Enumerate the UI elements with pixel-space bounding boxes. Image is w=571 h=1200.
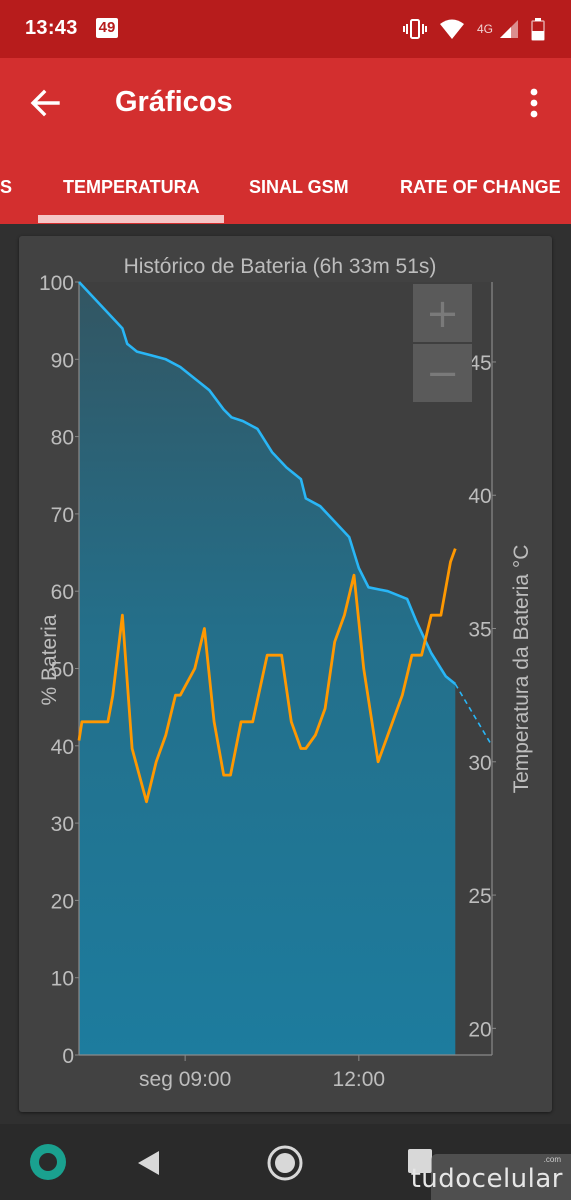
- chart-card: 0 10 20 30 40 50 60 70 80 90 100 20 25 30 35 40 45 seg 09…: [19, 236, 552, 1112]
- y-tick-right-label: 20: [468, 1018, 491, 1041]
- y-tick-right-label: 25: [468, 885, 491, 908]
- app-bar: Gráficos: [0, 58, 571, 150]
- y-tick-right-label: 35: [468, 619, 491, 642]
- y-tick-right-label: 40: [468, 485, 491, 508]
- vibrate-icon: [402, 19, 427, 39]
- battery-history-chart[interactable]: 0 10 20 30 40 50 60 70 80 90 100 20 25 30 35 40 45 seg 09…: [19, 236, 552, 1112]
- y-tick-left-label: 80: [51, 427, 74, 450]
- overflow-menu-icon[interactable]: [519, 86, 549, 122]
- tab-bar: S TEMPERATURA SINAL GSM RATE OF CHANGE: [0, 150, 571, 224]
- network-type: 4G: [476, 22, 493, 36]
- battery-icon: [531, 18, 545, 41]
- watermark: .com tudocelular: [411, 1154, 571, 1200]
- zoom-out-button[interactable]: −: [413, 344, 472, 402]
- y-tick-left-label: 70: [51, 504, 74, 527]
- x-tick-label: seg 09:00: [139, 1068, 231, 1091]
- selected-tab-indicator: [38, 215, 224, 223]
- cell-signal-icon: [500, 20, 518, 38]
- tab-temperatura[interactable]: TEMPERATURA: [63, 177, 200, 197]
- chart-title: Histórico de Bateria (6h 33m 51s): [124, 255, 437, 278]
- y-tick-left-label: 100: [39, 272, 74, 295]
- zoom-in-label: +: [426, 291, 460, 337]
- y-tick-left-label: 0: [62, 1045, 74, 1068]
- watermark-logo: tudocelular: [410, 1164, 563, 1194]
- y-tick-left-label: 40: [51, 736, 74, 759]
- tab-rate-of-change[interactable]: RATE OF CHANGE: [400, 177, 561, 197]
- recents-icon[interactable]: [407, 1148, 433, 1174]
- status-time: 13:43: [25, 17, 78, 39]
- status-icons: 4G: [402, 16, 545, 42]
- back-icon[interactable]: [134, 1148, 164, 1178]
- y-axis-right-label: Temperatura da Bateria °C: [510, 545, 533, 794]
- temperature-line: [77, 548, 457, 804]
- y-tick-left-label: 10: [51, 968, 74, 991]
- zoom-in-button[interactable]: +: [413, 284, 472, 342]
- tab-partial[interactable]: S: [0, 177, 13, 197]
- watermark-suffix: .com: [543, 1155, 561, 1164]
- assistant-dot-icon[interactable]: [28, 1142, 68, 1182]
- back-arrow-icon[interactable]: [28, 86, 62, 120]
- y-tick-left-label: 50: [51, 659, 74, 682]
- y-tick-left-label: 90: [51, 349, 74, 372]
- navigation-bar: .com tudocelular: [0, 1124, 571, 1200]
- x-tick-label: 12:00: [333, 1068, 386, 1091]
- y-tick-left-label: 60: [51, 581, 74, 604]
- home-icon[interactable]: [266, 1144, 304, 1182]
- wifi-icon: [439, 19, 464, 39]
- notification-badge: 49: [96, 18, 118, 38]
- battery-projection-line: [454, 683, 493, 747]
- tab-sinal-gsm[interactable]: SINAL GSM: [249, 177, 349, 197]
- battery-line: [78, 281, 457, 686]
- y-tick-left-label: 20: [51, 890, 74, 913]
- y-axis-left-label: % Bateria: [38, 614, 61, 705]
- status-bar: 13:43 49 4G: [0, 0, 571, 58]
- y-tick-right-label: 45: [468, 352, 491, 375]
- zoom-out-label: −: [426, 351, 460, 397]
- y-tick-left-label: 30: [51, 813, 74, 836]
- page-title: Gráficos: [115, 86, 233, 118]
- battery-area-fill: [79, 282, 456, 1055]
- y-tick-right-label: 30: [468, 752, 491, 775]
